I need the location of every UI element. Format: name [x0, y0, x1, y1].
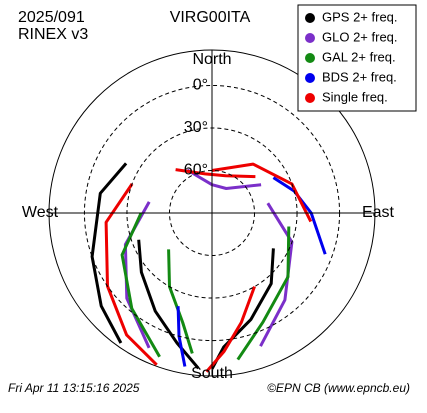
legend-marker — [305, 13, 315, 23]
legend-label: Single freq. — [322, 89, 388, 104]
elevation-label: 60° — [184, 162, 208, 179]
format: RINEX v3 — [18, 26, 88, 43]
direction-west: West — [22, 204, 59, 221]
footer-date: Fri Apr 11 13:15:16 2025 — [8, 381, 140, 395]
direction-east: East — [362, 204, 395, 221]
satellite-track — [90, 162, 128, 344]
satellite-track — [211, 162, 313, 223]
satellite-track — [186, 168, 262, 190]
elevation-label: 30° — [184, 119, 208, 136]
legend-marker — [305, 33, 315, 43]
satellite-track — [137, 239, 200, 370]
satellite-track — [272, 176, 327, 255]
legend-label: GPS 2+ freq. — [322, 9, 398, 24]
direction-south: South — [191, 365, 233, 382]
direction-north: North — [192, 51, 231, 68]
legend-label: GLO 2+ freq. — [322, 29, 398, 44]
legend-label: GAL 2+ freq. — [322, 49, 396, 64]
elevation-ring — [168, 169, 256, 257]
satellite-track — [175, 168, 256, 179]
satellite-track — [205, 286, 256, 373]
elevation-ring — [126, 127, 298, 299]
satellite-track — [236, 226, 291, 361]
legend-marker — [305, 73, 315, 83]
satellite-track — [120, 212, 161, 358]
legend-label: BDS 2+ freq. — [322, 69, 397, 84]
legend-marker — [305, 53, 315, 63]
footer-credit: ©EPN CB (www.epncb.eu) — [267, 381, 410, 395]
date: 2025/091 — [18, 9, 85, 26]
legend-box — [297, 4, 417, 112]
legend-marker — [305, 93, 315, 103]
chart-title: VIRG00ITA — [170, 9, 251, 26]
elevation-ring — [83, 84, 341, 342]
elevation-label: 0° — [193, 77, 208, 94]
